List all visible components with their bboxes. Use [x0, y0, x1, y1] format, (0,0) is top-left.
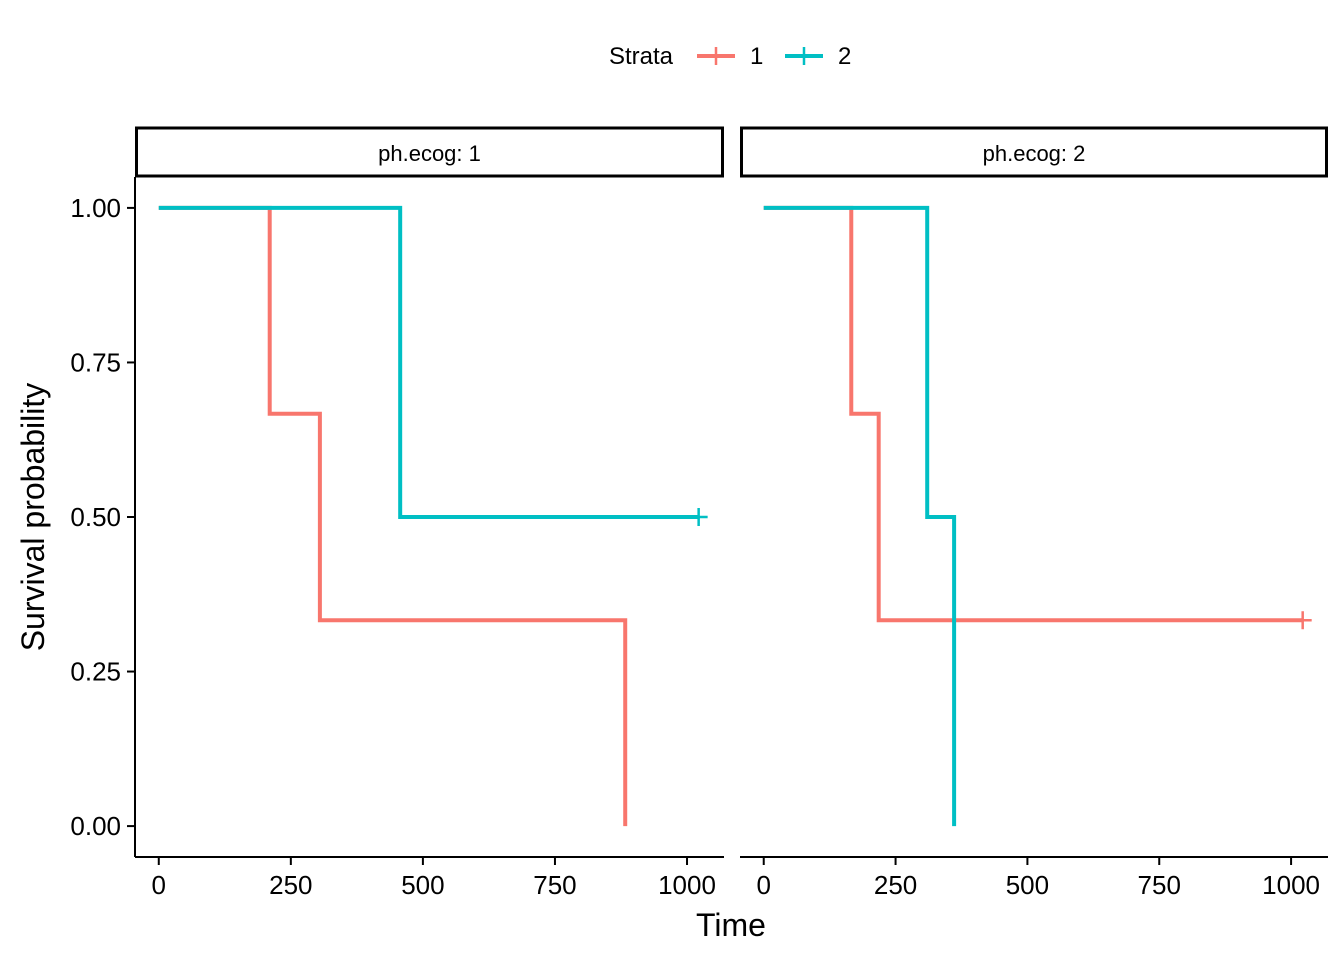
x-tick-label: 500 [401, 870, 444, 900]
y-tick-label: 0.75 [70, 347, 121, 377]
legend-label-1: 1 [750, 43, 763, 70]
y-tick-label: 0.00 [70, 811, 121, 841]
legend: Strata 1 2 [609, 43, 851, 70]
x-tick-label: 1000 [1262, 870, 1320, 900]
legend-title: Strata [609, 43, 674, 70]
x-tick-label: 1000 [658, 870, 716, 900]
y-axis-label: Survival probability [15, 383, 51, 652]
x-axis-label: Time [696, 907, 766, 943]
x-tick-label: 250 [269, 870, 312, 900]
x-tick-label: 500 [1006, 870, 1049, 900]
y-tick-label: 1.00 [70, 193, 121, 223]
facet-strip-label: ph.ecog: 1 [378, 141, 481, 166]
legend-item-2: 2 [785, 43, 851, 70]
facet-panels: ph.ecog: 1 0.00 0.25 0.50 0.75 1.00 0 250 500 750… [70, 126, 1328, 900]
facet-panel-2: ph.ecog: 2 0 250 500 750 1000 [740, 126, 1328, 900]
x-tick-label: 0 [152, 870, 166, 900]
facet-strip [740, 126, 1328, 178]
facet-strip-label: ph.ecog: 2 [983, 141, 1086, 166]
censor-mark-strata-1 [1293, 611, 1312, 630]
x-tick-label: 750 [533, 870, 576, 900]
legend-item-1: 1 [697, 43, 763, 70]
facet-strip [135, 126, 724, 178]
legend-label-2: 2 [838, 43, 851, 70]
y-tick-label: 0.25 [70, 657, 121, 687]
censor-mark-strata-2 [689, 508, 708, 526]
survival-curve-strata-1 [763, 205, 1303, 623]
y-tick-label: 0.50 [70, 502, 121, 532]
x-tick-label: 750 [1138, 870, 1181, 900]
survival-curve-strata-2 [763, 205, 957, 827]
x-tick-label: 0 [756, 870, 770, 900]
survival-curve-strata-2 [158, 205, 699, 519]
x-tick-label: 250 [874, 870, 917, 900]
facet-panel-1: ph.ecog: 1 0.00 0.25 0.50 0.75 1.00 0 250 500 750… [70, 126, 724, 900]
